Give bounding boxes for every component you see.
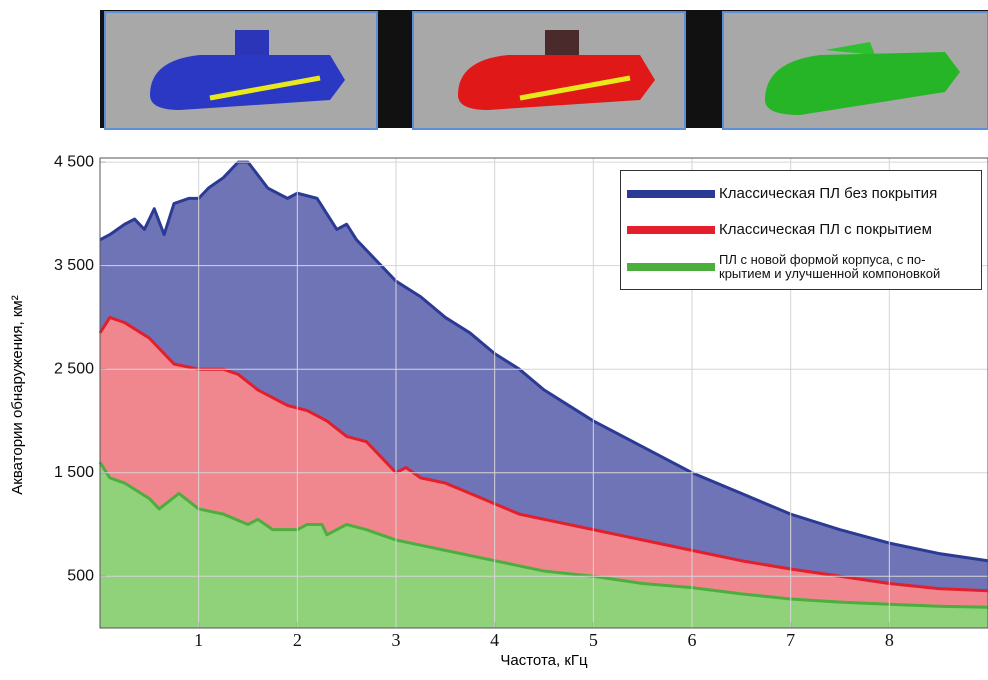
legend: Классическая ПЛ без покрытия Классическая… <box>620 170 982 290</box>
legend-label: ПЛ с новой формой корпуса, с по- крытием… <box>719 253 940 281</box>
x-tick-label: 5 <box>589 630 598 650</box>
x-tick-label: 3 <box>392 630 401 650</box>
x-axis-label: Частота, кГц <box>500 652 588 669</box>
legend-swatch <box>627 226 715 234</box>
legend-swatch <box>627 190 715 198</box>
x-tick-label: 4 <box>490 630 499 650</box>
y-tick-label: 3 500 <box>54 257 94 274</box>
x-tick-label: 1 <box>194 630 203 650</box>
legend-item: Классическая ПЛ без покрытия <box>627 187 937 201</box>
x-tick-label: 2 <box>293 630 302 650</box>
x-tick-label: 6 <box>688 630 697 650</box>
legend-swatch <box>627 263 715 271</box>
legend-item: Классическая ПЛ с покрытием <box>627 223 932 237</box>
page: Акватории обнаружения, км² Частота, кГц … <box>0 0 988 680</box>
y-axis-label: Акватории обнаружения, км² <box>9 295 26 494</box>
y-tick-label: 2 500 <box>54 360 94 377</box>
legend-item: ПЛ с новой формой корпуса, с по- крытием… <box>627 253 940 281</box>
x-tick-label: 8 <box>885 630 894 650</box>
chart: Акватории обнаружения, км² Частота, кГц … <box>0 0 988 680</box>
y-tick-label: 500 <box>67 567 94 584</box>
legend-label: Классическая ПЛ с покрытием <box>719 223 932 237</box>
x-tick-label: 7 <box>786 630 795 650</box>
y-tick-label: 1 500 <box>54 464 94 481</box>
legend-label: Классическая ПЛ без покрытия <box>719 187 937 201</box>
y-tick-label: 4 500 <box>54 153 94 170</box>
model-images <box>100 10 988 129</box>
